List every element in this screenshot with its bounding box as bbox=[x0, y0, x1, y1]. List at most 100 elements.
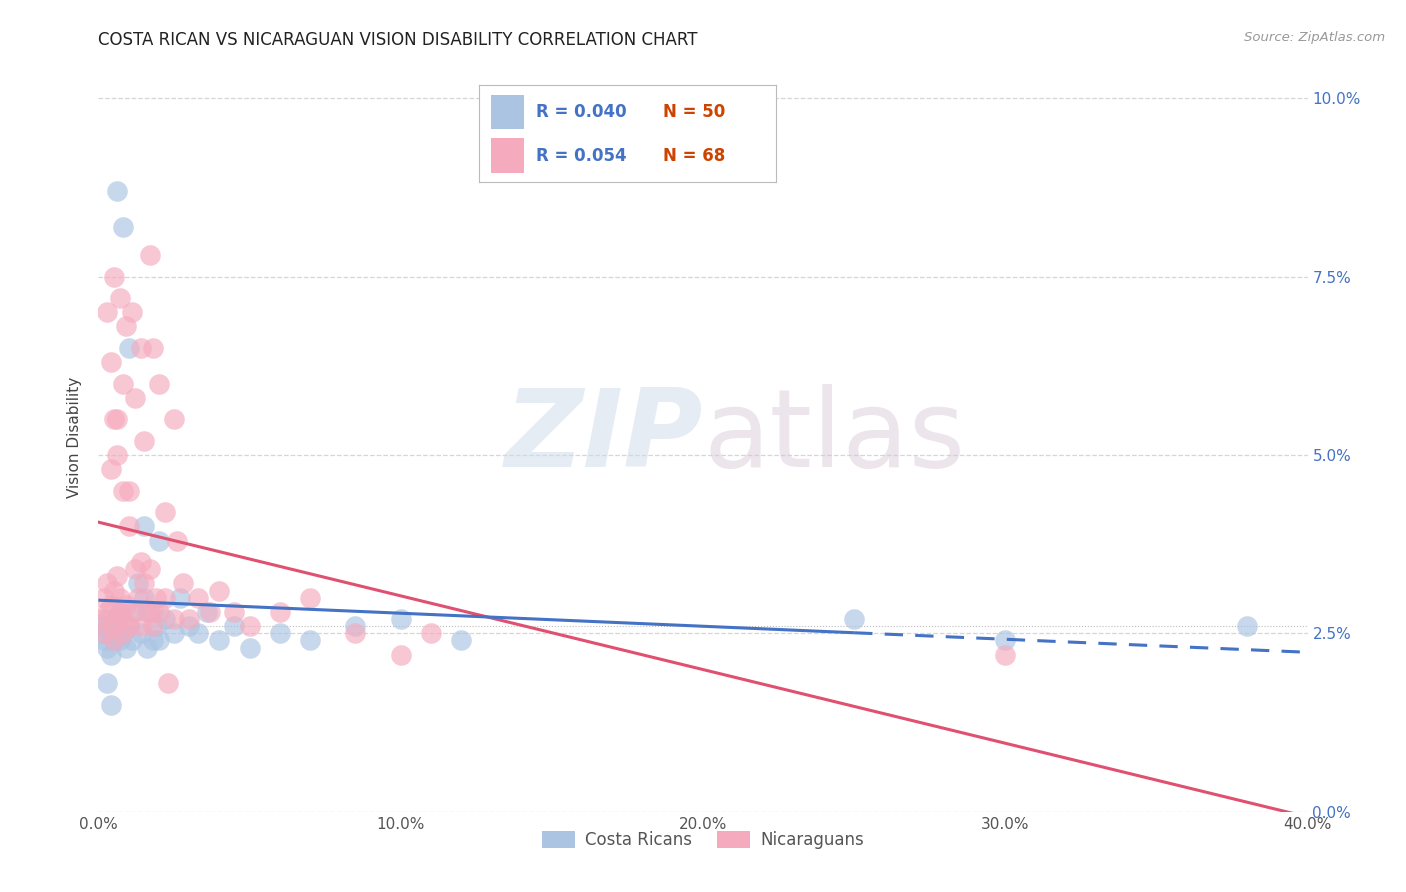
Point bbox=[105, 184, 128, 198]
Point bbox=[114, 598, 136, 612]
Point bbox=[148, 376, 170, 391]
Point bbox=[103, 633, 125, 648]
Point bbox=[96, 640, 118, 655]
Point bbox=[127, 591, 149, 605]
Point bbox=[93, 626, 115, 640]
Point bbox=[118, 619, 141, 633]
Point bbox=[93, 633, 115, 648]
Point bbox=[239, 640, 262, 655]
Point bbox=[200, 605, 222, 619]
Point bbox=[239, 619, 262, 633]
Point bbox=[344, 626, 367, 640]
Point bbox=[93, 619, 115, 633]
Point bbox=[100, 598, 122, 612]
Point bbox=[121, 305, 143, 319]
Point bbox=[344, 619, 367, 633]
Point bbox=[129, 341, 152, 355]
Legend: Costa Ricans, Nicaraguans: Costa Ricans, Nicaraguans bbox=[536, 824, 870, 855]
Point bbox=[132, 576, 155, 591]
Point bbox=[121, 605, 143, 619]
Point bbox=[103, 583, 125, 598]
Point bbox=[111, 626, 134, 640]
Point bbox=[299, 591, 322, 605]
Point bbox=[90, 626, 112, 640]
Point bbox=[139, 248, 162, 262]
Point bbox=[132, 519, 155, 533]
Point bbox=[124, 391, 146, 405]
Point bbox=[108, 291, 131, 305]
Point bbox=[169, 591, 191, 605]
Point bbox=[148, 605, 170, 619]
Point bbox=[299, 633, 322, 648]
Point bbox=[118, 619, 141, 633]
Y-axis label: Vision Disability: Vision Disability bbox=[67, 376, 83, 498]
Point bbox=[132, 434, 155, 448]
Point bbox=[124, 605, 146, 619]
Point bbox=[994, 633, 1017, 648]
Point bbox=[844, 612, 866, 626]
Point bbox=[105, 626, 128, 640]
Point bbox=[135, 605, 157, 619]
Point bbox=[208, 583, 231, 598]
Point bbox=[118, 519, 141, 533]
Point bbox=[208, 633, 231, 648]
Point bbox=[103, 633, 125, 648]
Point bbox=[121, 633, 143, 648]
Point bbox=[105, 569, 128, 583]
Point bbox=[105, 612, 128, 626]
Point bbox=[105, 412, 128, 426]
Point bbox=[111, 376, 134, 391]
Point bbox=[1236, 619, 1258, 633]
Point bbox=[142, 633, 165, 648]
Point bbox=[153, 505, 176, 519]
Point bbox=[145, 591, 167, 605]
Point bbox=[148, 533, 170, 548]
Point bbox=[129, 555, 152, 569]
Point bbox=[145, 619, 167, 633]
Point bbox=[389, 648, 412, 662]
Point bbox=[96, 305, 118, 319]
Point bbox=[111, 612, 134, 626]
Point bbox=[96, 676, 118, 690]
Point bbox=[172, 576, 194, 591]
Point bbox=[96, 576, 118, 591]
Text: atlas: atlas bbox=[703, 384, 965, 490]
Point bbox=[153, 612, 176, 626]
Text: Source: ZipAtlas.com: Source: ZipAtlas.com bbox=[1244, 31, 1385, 45]
Point bbox=[269, 605, 291, 619]
Point bbox=[111, 483, 134, 498]
Point bbox=[142, 341, 165, 355]
Point bbox=[96, 605, 118, 619]
Point bbox=[450, 633, 472, 648]
Point bbox=[93, 591, 115, 605]
Point bbox=[105, 448, 128, 462]
Point bbox=[100, 626, 122, 640]
Point bbox=[124, 562, 146, 576]
Point bbox=[103, 619, 125, 633]
Point bbox=[100, 462, 122, 476]
Point bbox=[96, 612, 118, 626]
Point bbox=[187, 591, 209, 605]
Point bbox=[139, 605, 162, 619]
Point bbox=[118, 483, 141, 498]
Point bbox=[163, 412, 186, 426]
Point bbox=[127, 576, 149, 591]
Point bbox=[135, 640, 157, 655]
Point bbox=[142, 619, 165, 633]
Point bbox=[100, 698, 122, 712]
Point bbox=[108, 605, 131, 619]
Point bbox=[139, 562, 162, 576]
Point bbox=[224, 605, 246, 619]
Point bbox=[269, 626, 291, 640]
Text: ZIP: ZIP bbox=[505, 384, 703, 490]
Point bbox=[389, 612, 412, 626]
Point bbox=[111, 219, 134, 234]
Point bbox=[114, 319, 136, 334]
Point bbox=[103, 269, 125, 284]
Point bbox=[114, 640, 136, 655]
Point bbox=[179, 612, 201, 626]
Point bbox=[118, 341, 141, 355]
Text: COSTA RICAN VS NICARAGUAN VISION DISABILITY CORRELATION CHART: COSTA RICAN VS NICARAGUAN VISION DISABIL… bbox=[98, 31, 697, 49]
Point bbox=[132, 591, 155, 605]
Point bbox=[163, 626, 186, 640]
